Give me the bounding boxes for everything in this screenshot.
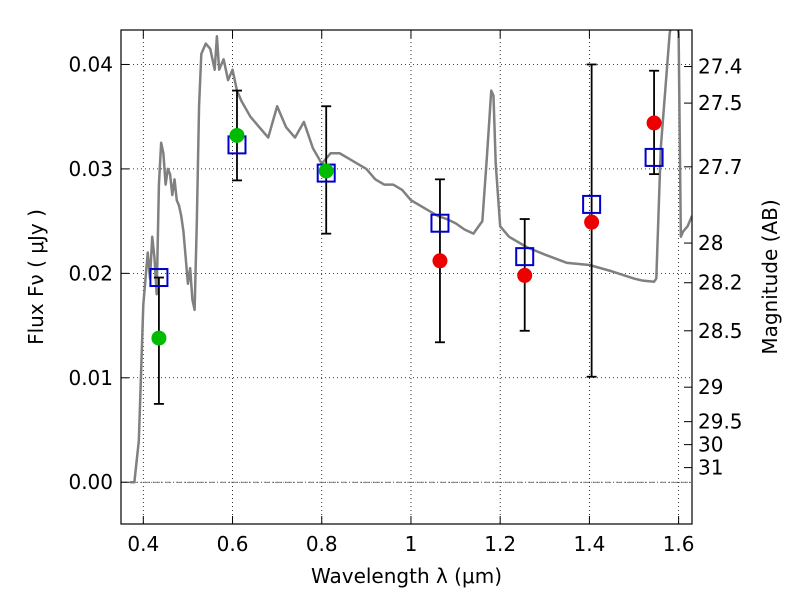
y-tick-label: 0.02 bbox=[68, 261, 113, 285]
model-flux-square-point bbox=[149, 268, 169, 288]
x-axis-label: Wavelength λ (μm) bbox=[311, 564, 502, 588]
red-flux-point bbox=[432, 253, 448, 269]
plot-area bbox=[129, 30, 692, 484]
y-axis-label: Flux Fν ( μJy ) bbox=[24, 209, 48, 345]
plot-frame bbox=[120, 29, 693, 525]
right-tick-label: 27.5 bbox=[698, 91, 743, 115]
y-tick-label: 0.01 bbox=[68, 366, 113, 390]
green-flux-point bbox=[151, 330, 167, 346]
model-spectrum-line bbox=[129, 30, 692, 484]
right-tick-label: 28 bbox=[698, 231, 723, 255]
right-tick-label: 28.5 bbox=[698, 319, 743, 343]
right-tick-label: 30 bbox=[698, 433, 723, 457]
right-tick-label: 29 bbox=[698, 375, 723, 399]
x-tick-label: 1.2 bbox=[484, 532, 516, 556]
red-flux-point bbox=[517, 267, 533, 283]
model-flux-square-point bbox=[582, 194, 602, 214]
right-tick-label: 29.5 bbox=[698, 410, 743, 434]
y-tick-label: 0.03 bbox=[68, 157, 113, 181]
axis-ticks: 0.4 0.6 0.8 1 1.2 1.4 1.6 0.00 0.01 0.02 0.03 0.04 2… bbox=[68, 30, 743, 556]
x-tick-label: 1.4 bbox=[573, 532, 605, 556]
green-flux-point bbox=[318, 163, 334, 179]
x-tick-label: 0.4 bbox=[127, 532, 159, 556]
y-tick-label: 0.04 bbox=[68, 52, 113, 76]
y-axis-right-label: Magnitude (AB) bbox=[758, 199, 782, 354]
model-flux-square-point bbox=[430, 213, 450, 233]
x-tick-label: 1 bbox=[405, 532, 418, 556]
x-tick-label: 1.6 bbox=[663, 532, 695, 556]
right-tick-label: 27.7 bbox=[698, 155, 743, 179]
model-flux-square-point bbox=[644, 147, 664, 167]
red-flux-point bbox=[584, 214, 600, 230]
model-flux-square-point bbox=[515, 247, 535, 267]
right-tick-label: 28.2 bbox=[698, 271, 743, 295]
x-tick-label: 0.6 bbox=[217, 532, 249, 556]
green-flux-point bbox=[229, 127, 245, 143]
x-tick-label: 0.8 bbox=[306, 532, 338, 556]
y-tick-label: 0.00 bbox=[68, 470, 113, 494]
grid-lines bbox=[121, 30, 692, 524]
red-flux-point bbox=[646, 115, 662, 131]
right-tick-label: 31 bbox=[698, 456, 723, 480]
right-tick-label: 27.4 bbox=[698, 55, 743, 79]
